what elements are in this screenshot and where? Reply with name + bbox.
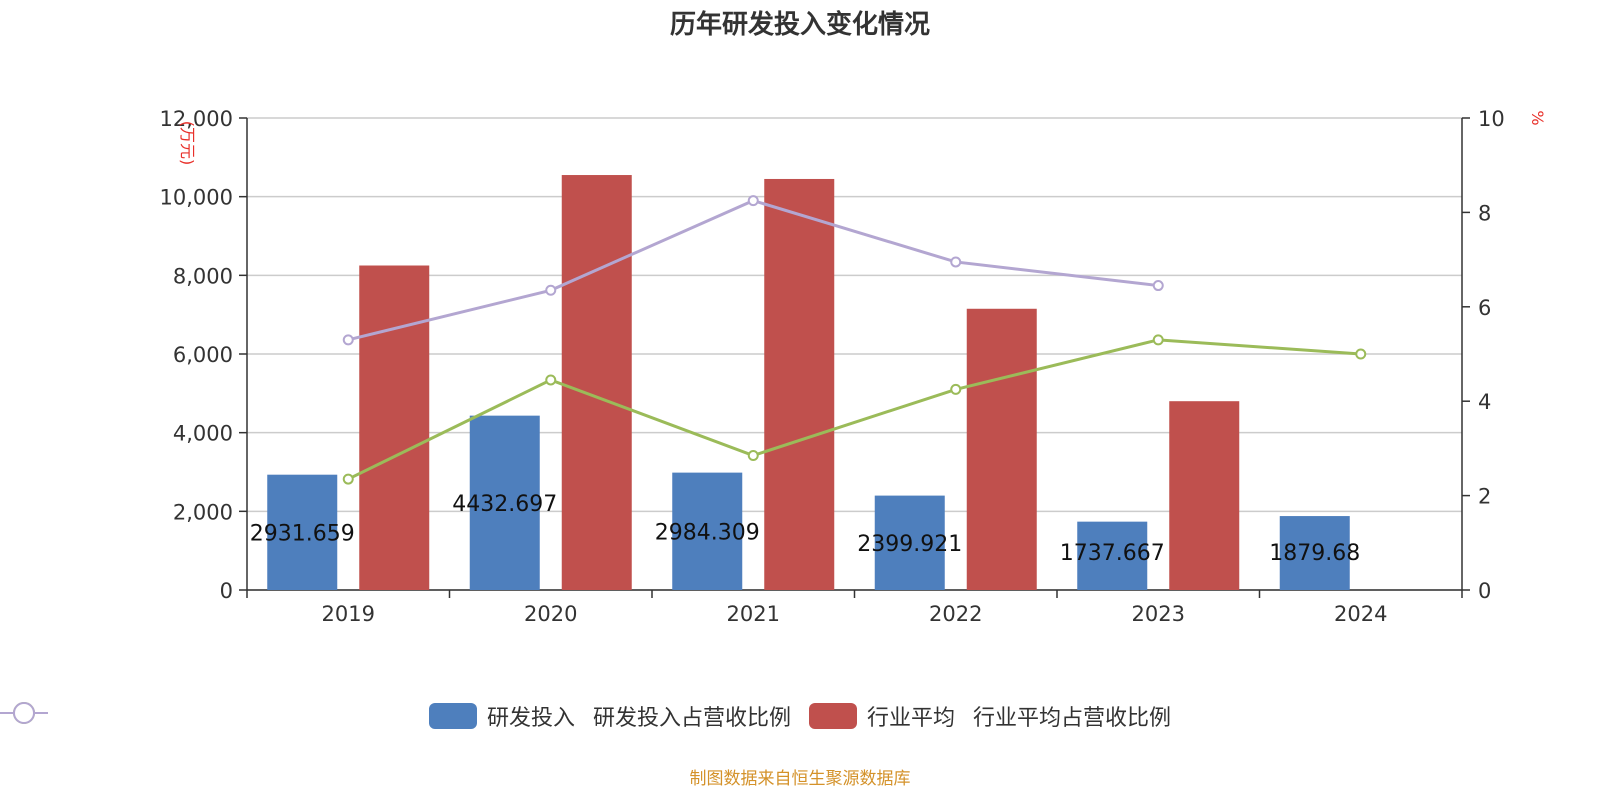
right-axis-unit: % xyxy=(1528,110,1547,125)
legend-item-rd-ratio[interactable]: 研发投入占营收比例 xyxy=(0,700,791,732)
bar-industry-average xyxy=(1169,401,1240,590)
chart-plot: 0 2,000 4,000 6,000 8,000 10,000 12,000 0 2 4 6 8 10… xyxy=(160,107,1547,626)
legend-label-industry-ratio: 行业平均占营收比例 xyxy=(973,706,1172,731)
left-tick-label: 6,000 xyxy=(173,343,233,367)
point-industry-ratio xyxy=(1152,280,1164,292)
data-label-rd-investment: 2399.921 xyxy=(857,532,962,557)
left-tick-label: 10,000 xyxy=(160,186,233,210)
x-tick-label: 2022 xyxy=(929,602,982,626)
legend-item-industry-average[interactable]: 行业平均 xyxy=(809,700,955,732)
source-note: 制图数据来自恒生聚源数据库 xyxy=(689,769,911,789)
bar-industry-average xyxy=(764,178,835,590)
bar-industry-average xyxy=(966,308,1037,590)
point-industry-ratio xyxy=(342,334,354,346)
right-tick-label: 10 xyxy=(1478,107,1505,131)
data-label-rd-investment: 1879.68 xyxy=(1269,541,1360,566)
bar-rd-investment xyxy=(267,474,338,590)
left-tick-label: 8,000 xyxy=(173,264,233,288)
legend-label-industry-average: 行业平均 xyxy=(867,706,956,731)
line-rd-ratio xyxy=(347,338,1361,481)
bar-rd-investment xyxy=(1279,516,1350,590)
point-rd-ratio xyxy=(545,374,557,386)
right-tick-label: 2 xyxy=(1478,485,1491,509)
legend-label-rd-investment: 研发投入 xyxy=(486,706,575,731)
x-tick-label: 2024 xyxy=(1334,602,1387,626)
left-tick-label: 12,000 xyxy=(160,107,233,131)
legend-swatch-rd-investment xyxy=(428,703,477,729)
right-tick-label: 4 xyxy=(1478,390,1491,414)
bar-rd-investment xyxy=(874,495,945,590)
bar-industry-average xyxy=(561,175,632,591)
x-tick-label: 2021 xyxy=(727,602,780,626)
right-tick-label: 6 xyxy=(1478,296,1491,320)
left-tick-label: 0 xyxy=(220,579,233,603)
point-rd-ratio xyxy=(1355,348,1367,360)
x-tick-label: 2023 xyxy=(1132,602,1185,626)
x-tick-label: 2020 xyxy=(524,602,577,626)
point-rd-ratio xyxy=(1152,334,1164,346)
point-industry-ratio xyxy=(747,195,759,207)
bar-rd-investment xyxy=(672,472,743,590)
data-label-rd-investment: 2984.309 xyxy=(655,520,760,545)
point-rd-ratio xyxy=(747,449,759,461)
legend-swatch-industry-ratio xyxy=(0,702,48,724)
legend-label-rd-ratio: 研发投入占营收比例 xyxy=(592,706,791,731)
legend-item-industry-ratio[interactable]: 行业平均占营收比例 xyxy=(0,700,1172,732)
x-tick-label: 2019 xyxy=(322,602,375,626)
legend: 研发投入 研发投入占营收比例 行业平均 行业平均占营收比例 xyxy=(0,700,1600,732)
data-label-rd-investment: 1737.667 xyxy=(1060,541,1165,566)
point-rd-ratio xyxy=(950,383,962,395)
left-tick-label: 4,000 xyxy=(173,422,233,446)
chart-title: 历年研发投入变化情况 xyxy=(669,10,930,40)
data-label-rd-investment: 2931.659 xyxy=(250,521,355,546)
bar-rd-investment xyxy=(469,415,540,590)
bar-industry-average xyxy=(359,265,430,590)
data-label-rd-investment: 4432.697 xyxy=(452,492,557,517)
point-industry-ratio xyxy=(950,256,962,268)
left-tick-label: 2,000 xyxy=(173,500,233,524)
bar-rd-investment xyxy=(1077,521,1148,590)
point-industry-ratio xyxy=(545,284,557,296)
right-tick-label: 8 xyxy=(1478,201,1491,225)
left-axis-unit: (万元) xyxy=(178,121,197,166)
point-rd-ratio xyxy=(342,473,354,485)
right-tick-label: 0 xyxy=(1478,579,1491,603)
legend-swatch-industry-average xyxy=(809,703,857,729)
legend-item-rd-investment[interactable]: 研发投入 xyxy=(428,700,575,732)
